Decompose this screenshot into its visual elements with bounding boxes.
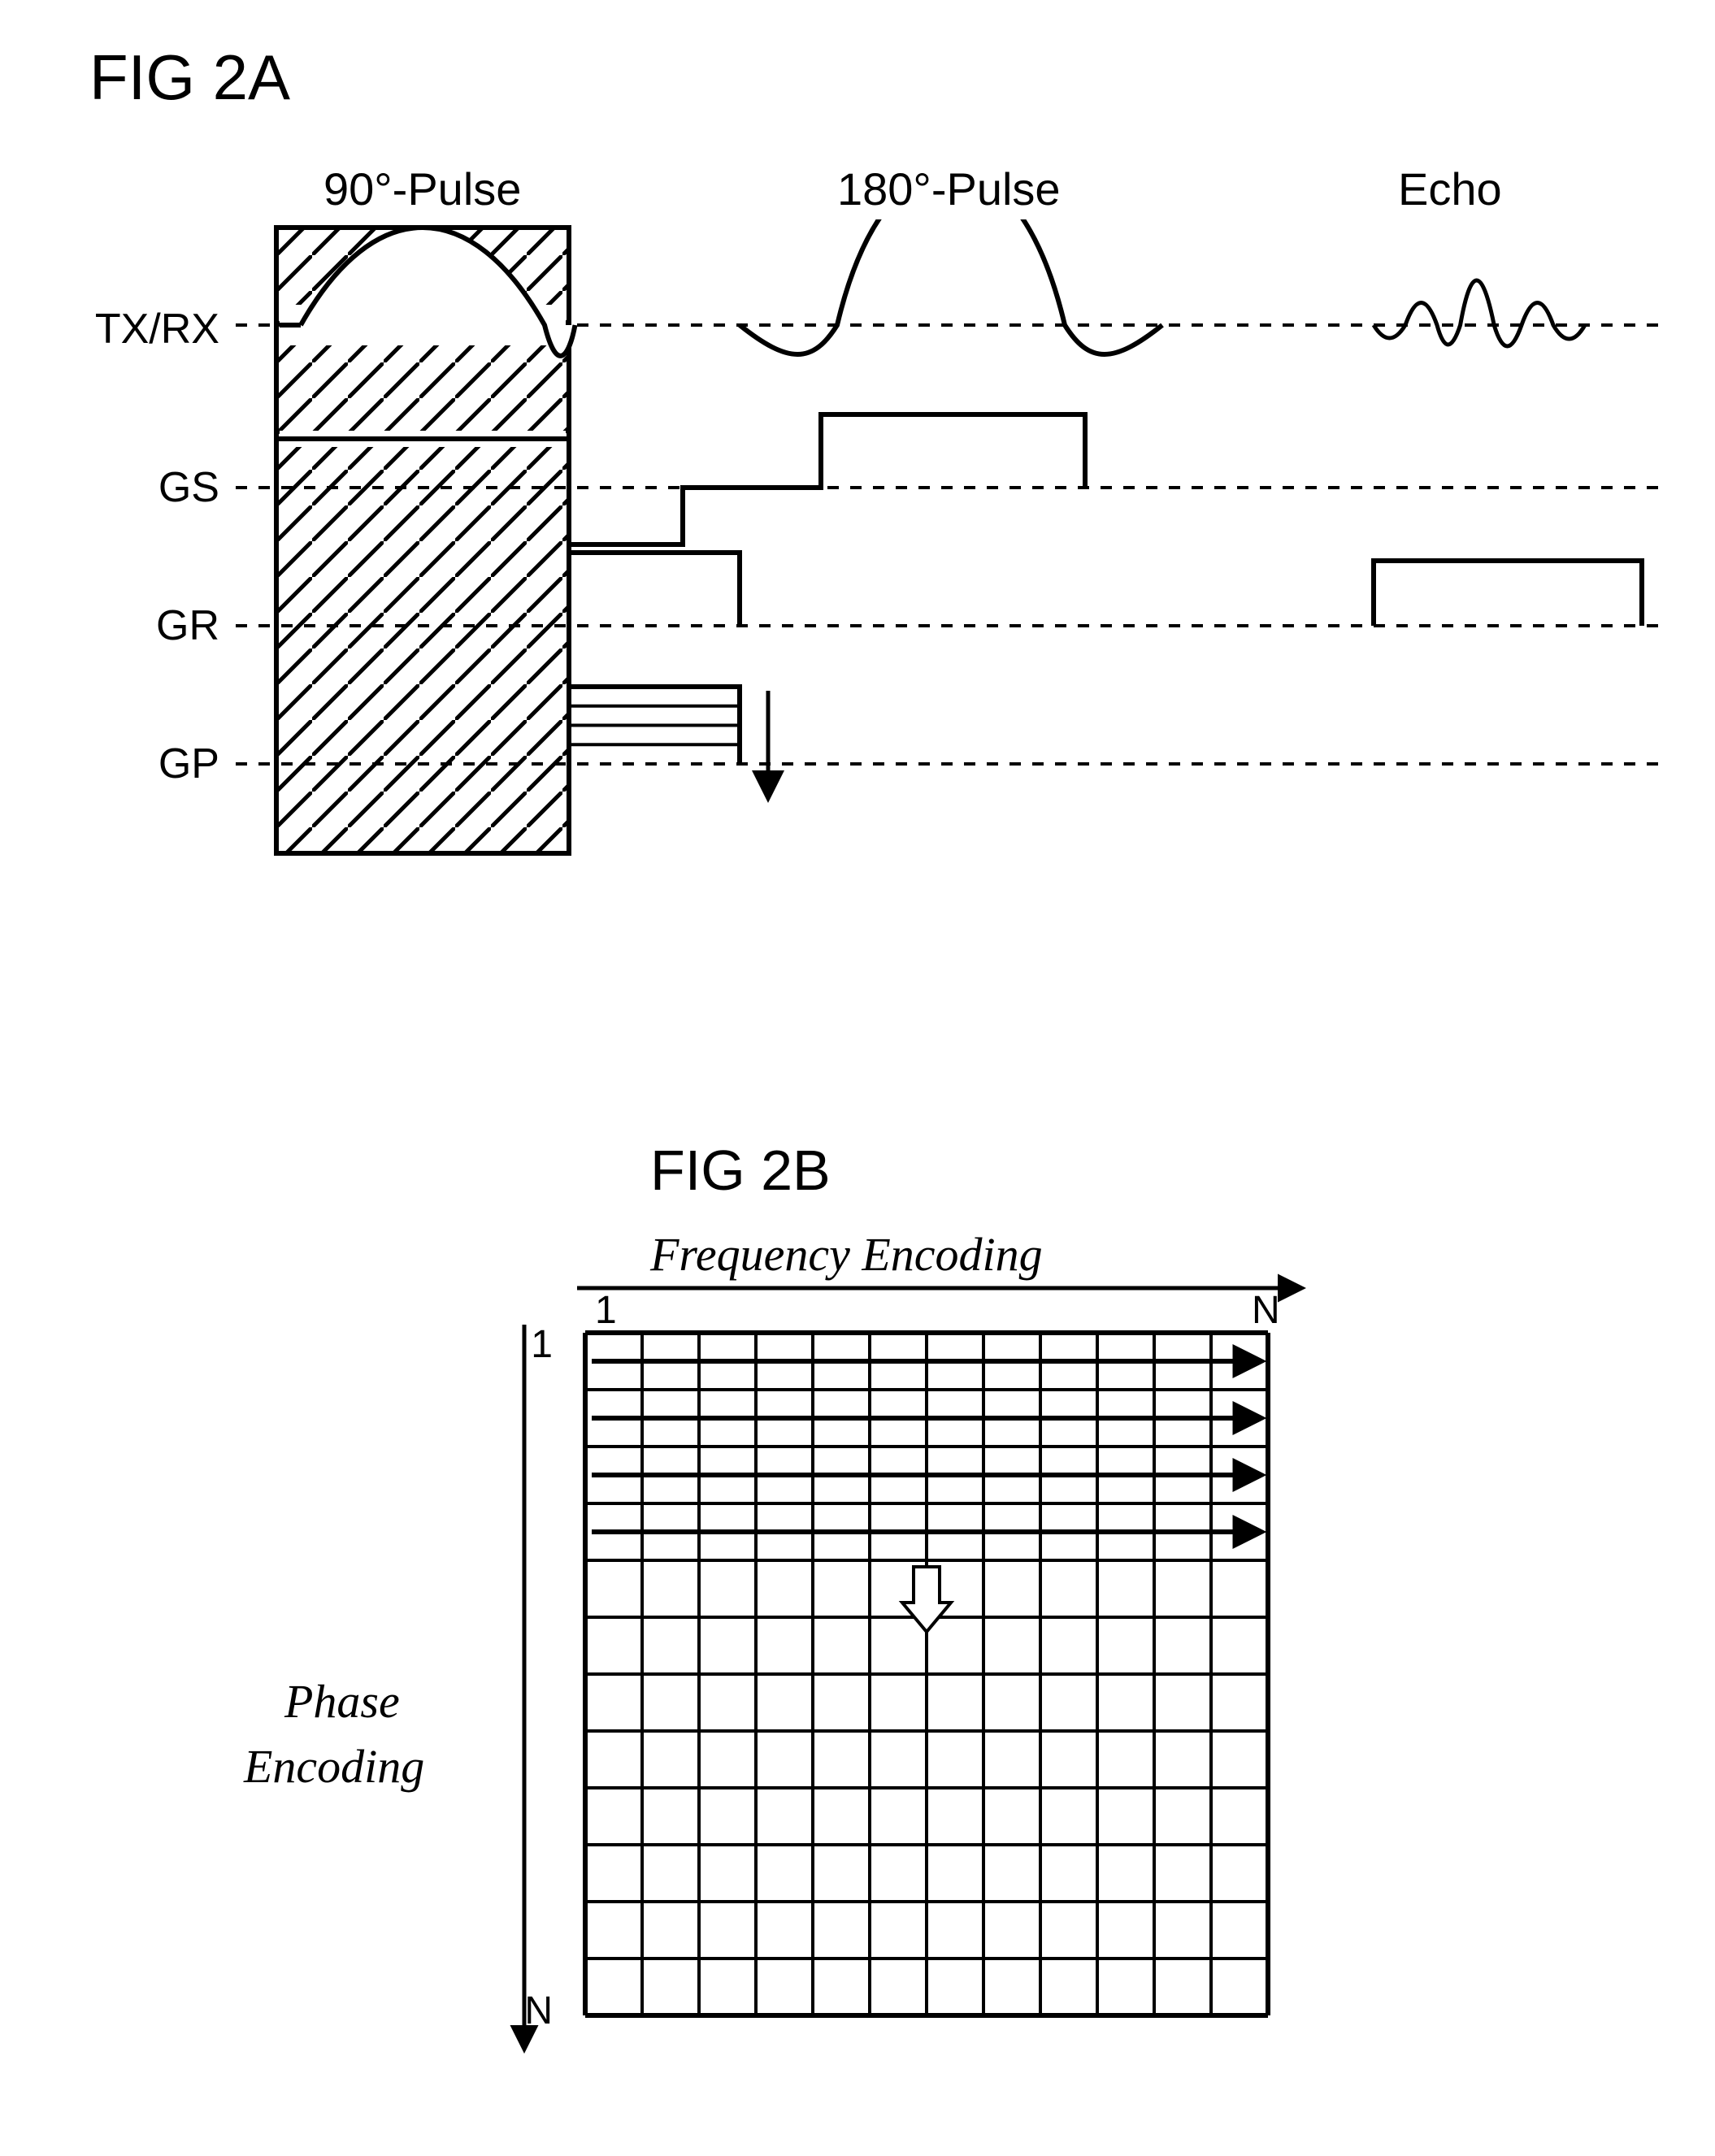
label-90-pulse: 90°-Pulse [323,163,521,215]
label-echo: Echo [1398,163,1502,215]
svg-text:1: 1 [595,1289,617,1332]
fig-2a-title: FIG 2A [89,41,290,115]
fig-2a-diagram [98,219,1666,886]
svg-text:1: 1 [531,1323,553,1366]
fig-2b-diagram: 1 N 1 N [244,1162,1463,2113]
page: FIG 2A 90°-Pulse 180°-Pulse Echo TX/RX G… [0,0,1715,2156]
svg-text:N: N [1252,1289,1280,1332]
label-180-pulse: 180°-Pulse [837,163,1061,215]
svg-text:N: N [524,1989,553,2032]
